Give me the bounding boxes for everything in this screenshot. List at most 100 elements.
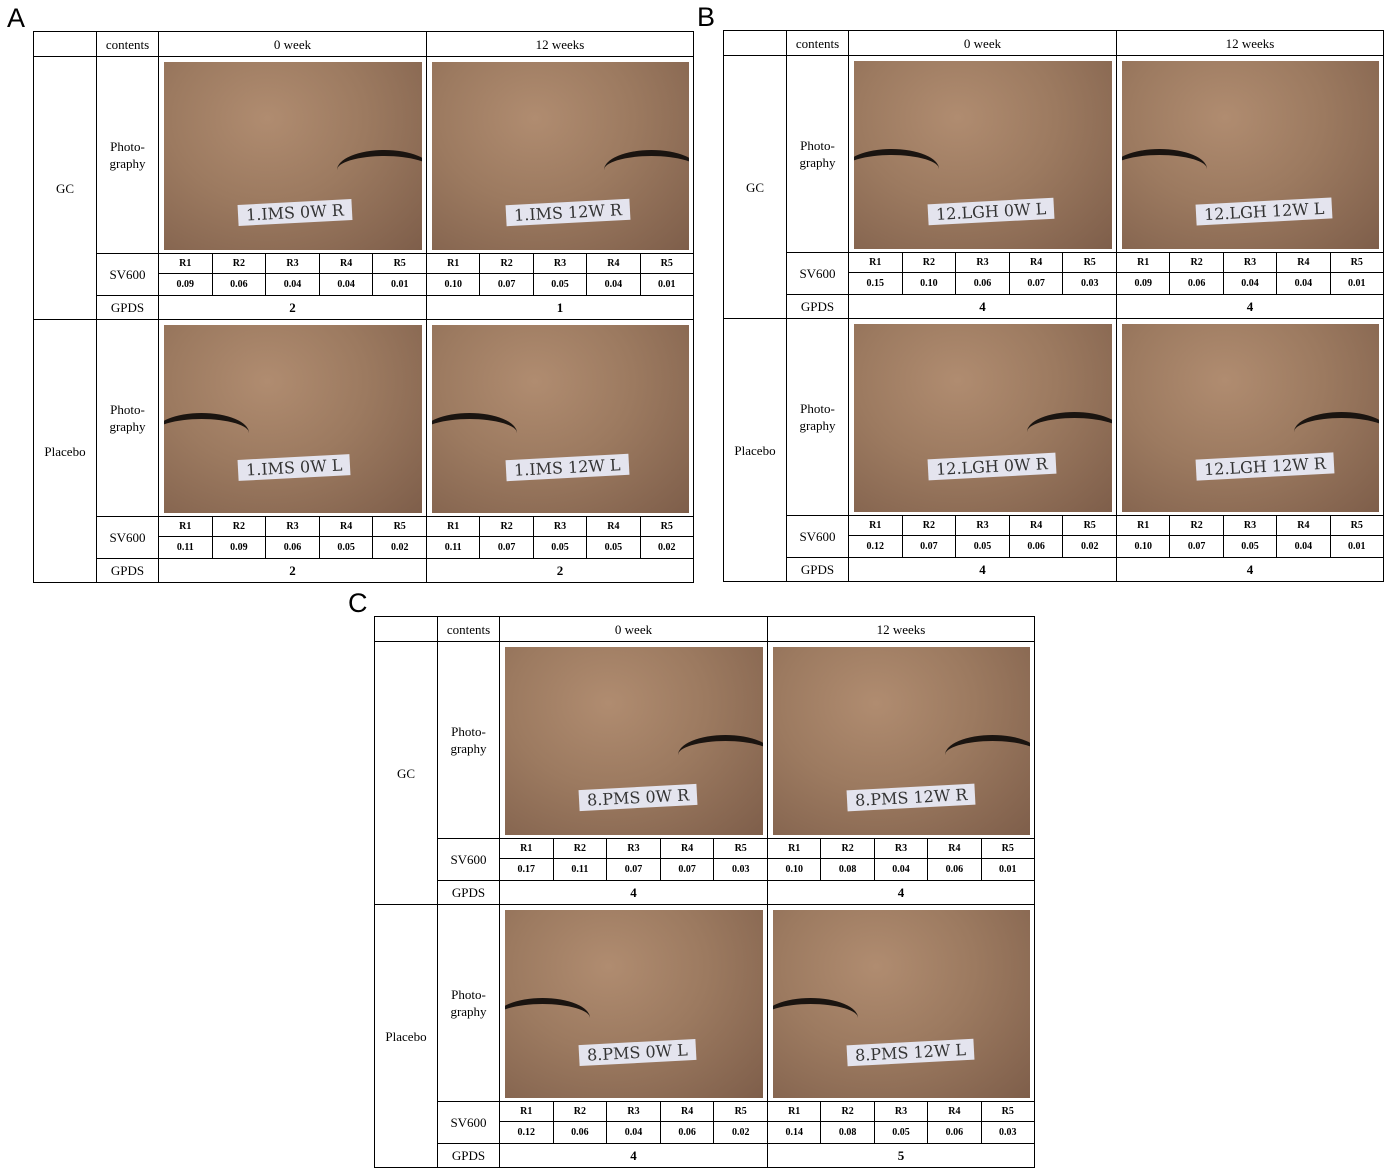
region-label: R1 <box>499 1101 554 1122</box>
photo-label: Photo-graphy <box>437 641 500 839</box>
sv600-value: 0.05 <box>532 273 588 296</box>
sv600-value: 0.02 <box>639 536 694 559</box>
region-label: R2 <box>1169 252 1224 273</box>
sv600-value: 0.09 <box>211 536 267 559</box>
sv600-value: 0.08 <box>820 1121 875 1144</box>
region-label: R2 <box>552 838 608 859</box>
header-cell: 0 week <box>848 30 1117 56</box>
gpds-value: 4 <box>1116 557 1384 582</box>
region-label: R2 <box>901 252 957 273</box>
sv600-label: SV600 <box>786 515 849 558</box>
gpds-value: 2 <box>426 558 694 583</box>
sv600-value: 0.07 <box>659 858 715 881</box>
region-label: R1 <box>848 252 903 273</box>
region-label: R2 <box>1169 515 1224 536</box>
sv600-label: SV600 <box>786 252 849 295</box>
region-label: R4 <box>927 838 982 859</box>
header-cell: 12 weeks <box>1116 30 1384 56</box>
gpds-value: 4 <box>848 294 1117 319</box>
sv600-value: 0.06 <box>552 1121 608 1144</box>
region-label: R4 <box>318 253 374 274</box>
photo-label-line: graphy <box>450 1004 487 1019</box>
photo-label-line: Photo- <box>451 724 486 739</box>
region-label: R5 <box>713 838 768 859</box>
sv600-value: 0.12 <box>499 1121 554 1144</box>
photo-tag: 8.PMS 12W L <box>846 1038 974 1067</box>
photo-label: Photo-graphy <box>437 904 500 1102</box>
region-label: R2 <box>820 838 875 859</box>
sv600-value: 0.05 <box>955 535 1010 558</box>
region-label: R3 <box>265 253 320 274</box>
gpds-label: GPDS <box>96 558 159 583</box>
sv600-value: 0.05 <box>586 536 641 559</box>
eyelash <box>164 413 249 453</box>
sv600-value: 0.03 <box>713 858 768 881</box>
photo-cell: 8.PMS 0W R <box>499 641 768 839</box>
region-label: R5 <box>980 838 1035 859</box>
eyelash <box>505 998 590 1038</box>
photo-label-line: Photo- <box>800 401 835 416</box>
gpds-label: GPDS <box>96 295 159 320</box>
photo-cell: 8.PMS 12W R <box>767 641 1035 839</box>
sv600-value: 0.08 <box>820 858 875 881</box>
region-label: R2 <box>211 253 267 274</box>
sv600-value: 0.10 <box>901 272 957 295</box>
photo-tag: 1.IMS 0W R <box>237 199 353 226</box>
gpds-value: 2 <box>158 295 427 320</box>
sv600-value: 0.04 <box>1276 535 1331 558</box>
region-label: R3 <box>955 252 1010 273</box>
region-label: R5 <box>372 516 427 537</box>
gpds-value: 1 <box>426 295 694 320</box>
sv600-value: 0.01 <box>372 273 427 296</box>
region-label: R4 <box>1008 252 1064 273</box>
eyelash <box>773 998 858 1038</box>
photo-cell: 1.IMS 12W R <box>426 56 694 254</box>
photo-tag: 1.IMS 12W R <box>505 198 630 227</box>
photo: 8.PMS 12W L <box>773 910 1030 1098</box>
panel-label: B <box>697 2 716 32</box>
sv600-value: 0.03 <box>980 1121 1035 1144</box>
sv600-value: 0.07 <box>1169 535 1224 558</box>
group-name: Placebo <box>374 904 438 1168</box>
region-label: R3 <box>873 1101 929 1122</box>
sv600-value: 0.04 <box>318 273 374 296</box>
eyelash <box>854 149 939 189</box>
sv600-value: 0.15 <box>848 272 903 295</box>
region-label: R1 <box>1116 252 1171 273</box>
region-label: R5 <box>1062 252 1117 273</box>
region-label: R2 <box>479 516 534 537</box>
region-label: R3 <box>606 1101 661 1122</box>
sv600-value: 0.09 <box>158 273 213 296</box>
gpds-label: GPDS <box>786 294 849 319</box>
photo-cell: 8.PMS 0W L <box>499 904 768 1102</box>
region-label: R5 <box>1062 515 1117 536</box>
photo: 1.IMS 12W L <box>432 325 689 513</box>
sv600-value: 0.04 <box>873 858 929 881</box>
sv600-value: 0.07 <box>901 535 957 558</box>
sv600-label: SV600 <box>96 253 159 296</box>
sv600-value: 0.06 <box>1169 272 1224 295</box>
photo: 8.PMS 12W R <box>773 647 1030 835</box>
region-label: R2 <box>552 1101 608 1122</box>
sv600-value: 0.14 <box>767 1121 822 1144</box>
region-label: R4 <box>659 1101 715 1122</box>
photo-tag: 8.PMS 0W R <box>578 783 698 812</box>
eyelash <box>1027 412 1112 452</box>
sv600-value: 0.02 <box>372 536 427 559</box>
sv600-value: 0.03 <box>1062 272 1117 295</box>
region-label: R5 <box>713 1101 768 1122</box>
gpds-value: 2 <box>158 558 427 583</box>
header-cell: 12 weeks <box>426 31 694 57</box>
sv600-value: 0.11 <box>426 536 481 559</box>
photo: 1.IMS 0W L <box>164 325 422 513</box>
photo: 12.LGH 12W R <box>1122 324 1379 512</box>
region-label: R2 <box>901 515 957 536</box>
photo: 12.LGH 12W L <box>1122 61 1379 249</box>
header-cell: contents <box>96 31 159 57</box>
panel-label: C <box>348 588 368 618</box>
header-cell: 12 weeks <box>767 616 1035 642</box>
photo-tag: 1.IMS 0W L <box>237 454 351 481</box>
sv600-value: 0.10 <box>1116 535 1171 558</box>
eyelash <box>432 413 517 453</box>
photo: 1.IMS 12W R <box>432 62 689 250</box>
